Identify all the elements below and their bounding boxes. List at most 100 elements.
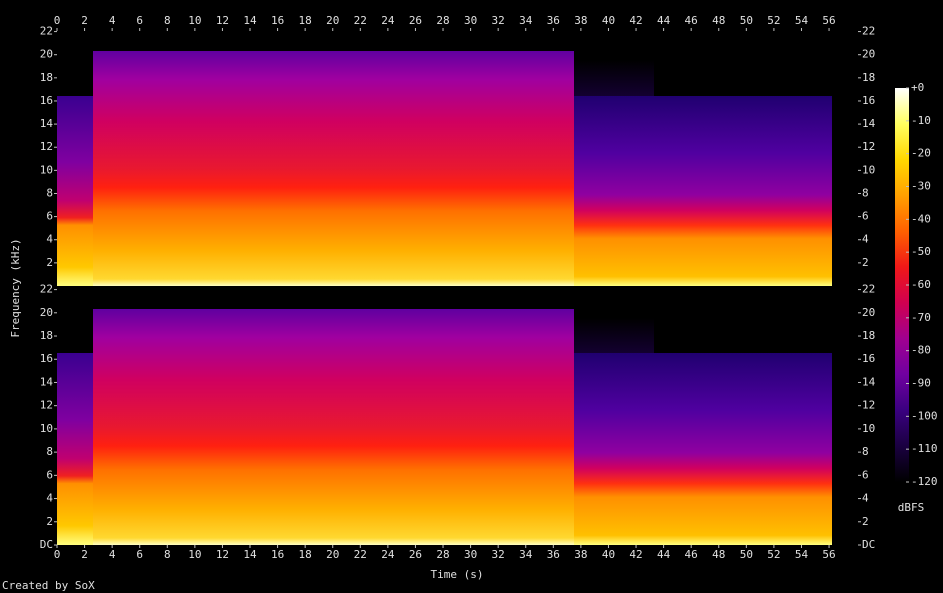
- x-tick-label: 16: [271, 548, 284, 561]
- x-tick-label: 56: [822, 548, 835, 561]
- y-tick-label: 18: [40, 329, 53, 342]
- y-tick-label: 18: [40, 71, 53, 84]
- x-tick-label: 46: [685, 548, 698, 561]
- x-tick-label: 56: [822, 14, 835, 27]
- y-tick-label: 20: [40, 306, 53, 319]
- x-tick-label: 0: [54, 14, 61, 27]
- y-tick-label: 16: [40, 94, 53, 107]
- y-tick-label: 22: [862, 25, 875, 38]
- spectrogram-bottom: [57, 309, 832, 545]
- colorbar-tick-label: +0: [911, 81, 924, 94]
- y-tick-label: 18: [862, 329, 875, 342]
- y-tick-label: 10: [862, 422, 875, 435]
- x-tick-label: 10: [188, 548, 201, 561]
- x-tick-label: 44: [657, 548, 671, 561]
- colorbar-tick-label: -90: [911, 377, 931, 390]
- y-tick-label: 12: [862, 140, 875, 153]
- x-tick-label: 38: [574, 14, 587, 27]
- y-tick-label: 6: [46, 468, 53, 481]
- x-tick-label: 30: [464, 548, 477, 561]
- x-tick-label: 34: [519, 14, 533, 27]
- colorbar-tick-label: -110: [911, 442, 938, 455]
- y-tick-label: 22: [862, 283, 875, 296]
- x-tick-label: 32: [492, 548, 505, 561]
- x-tick-label: 32: [492, 14, 505, 27]
- y-tick-label: 14: [862, 117, 876, 130]
- y-tick-label: 4: [46, 492, 53, 505]
- y-tick-label: 20: [40, 48, 53, 61]
- colorbar-tick-label: -80: [911, 344, 931, 357]
- x-tick-label: 4: [109, 14, 116, 27]
- colorbar-tick-label: -60: [911, 278, 931, 291]
- x-tick-label: 20: [326, 14, 339, 27]
- x-tick-label: 28: [436, 14, 449, 27]
- colorbar-tick-label: -70: [911, 311, 931, 324]
- x-tick-label: 24: [381, 548, 395, 561]
- y-tick-label: 8: [46, 445, 53, 458]
- y-tick-label: DC: [40, 538, 53, 551]
- x-tick-label: 34: [519, 548, 533, 561]
- colorbar-tick-label: -100: [911, 409, 938, 422]
- y-tick-label: 14: [40, 375, 54, 388]
- y-axis-label: Frequency (kHz): [9, 238, 22, 337]
- y-tick-label: 2: [862, 515, 869, 528]
- colorbar-tick-label: -20: [911, 147, 931, 160]
- credit: Created by SoX: [2, 579, 95, 592]
- y-tick-label: 8: [862, 445, 869, 458]
- colorbar-label: dBFS: [898, 501, 925, 514]
- x-tick-label: 22: [354, 14, 367, 27]
- y-tick-label: 20: [862, 306, 875, 319]
- x-tick-label: 36: [547, 548, 560, 561]
- y-tick-label: 14: [40, 117, 54, 130]
- y-tick-label: 20: [862, 48, 875, 61]
- x-tick-label: 36: [547, 14, 560, 27]
- x-tick-label: 10: [188, 14, 201, 27]
- x-tick-label: 18: [299, 14, 312, 27]
- y-tick-label: 12: [40, 140, 53, 153]
- x-tick-label: 46: [685, 14, 698, 27]
- spectrogram-top: [57, 51, 832, 286]
- x-tick-label: 48: [712, 548, 725, 561]
- x-tick-label: 20: [326, 548, 339, 561]
- x-tick-label: 12: [216, 14, 229, 27]
- y-tick-label: DC: [862, 538, 875, 551]
- colorbar-tick-label: -50: [911, 245, 931, 258]
- x-tick-label: 50: [740, 14, 753, 27]
- colorbar-tick-label: -10: [911, 114, 931, 127]
- y-tick-label: 2: [46, 256, 53, 269]
- x-tick-label: 26: [409, 14, 422, 27]
- y-tick-label: 10: [40, 163, 53, 176]
- y-tick-label: 4: [862, 492, 869, 505]
- y-tick-label: 6: [862, 210, 869, 223]
- x-tick-label: 2: [81, 14, 88, 27]
- x-tick-label: 40: [602, 548, 615, 561]
- y-tick-label: 6: [46, 210, 53, 223]
- colorbar: [895, 88, 909, 482]
- x-tick-label: 14: [243, 548, 257, 561]
- y-tick-label: 2: [46, 515, 53, 528]
- y-tick-label: 22: [40, 283, 53, 296]
- x-tick-label: 42: [629, 548, 642, 561]
- y-tick-label: 2: [862, 256, 869, 269]
- x-tick-label: 4: [109, 548, 116, 561]
- y-tick-label: 8: [862, 186, 869, 199]
- x-tick-label: 44: [657, 14, 671, 27]
- y-tick-label: 12: [862, 399, 875, 412]
- y-tick-label: 16: [862, 94, 875, 107]
- y-tick-label: 4: [46, 233, 53, 246]
- x-tick-label: 38: [574, 548, 587, 561]
- y-tick-label: 4: [862, 233, 869, 246]
- x-tick-label: 6: [136, 14, 143, 27]
- colorbar-tick-label: -120: [911, 475, 938, 488]
- x-tick-label: 24: [381, 14, 395, 27]
- y-tick-label: 6: [862, 468, 869, 481]
- x-tick-label: 16: [271, 14, 284, 27]
- y-tick-label: 22: [40, 25, 53, 38]
- x-tick-label: 40: [602, 14, 615, 27]
- x-tick-label: 8: [164, 14, 171, 27]
- colorbar-tick-label: -40: [911, 212, 931, 225]
- x-tick-label: 48: [712, 14, 725, 27]
- x-axis-label: Time (s): [431, 568, 484, 581]
- x-tick-label: 14: [243, 14, 257, 27]
